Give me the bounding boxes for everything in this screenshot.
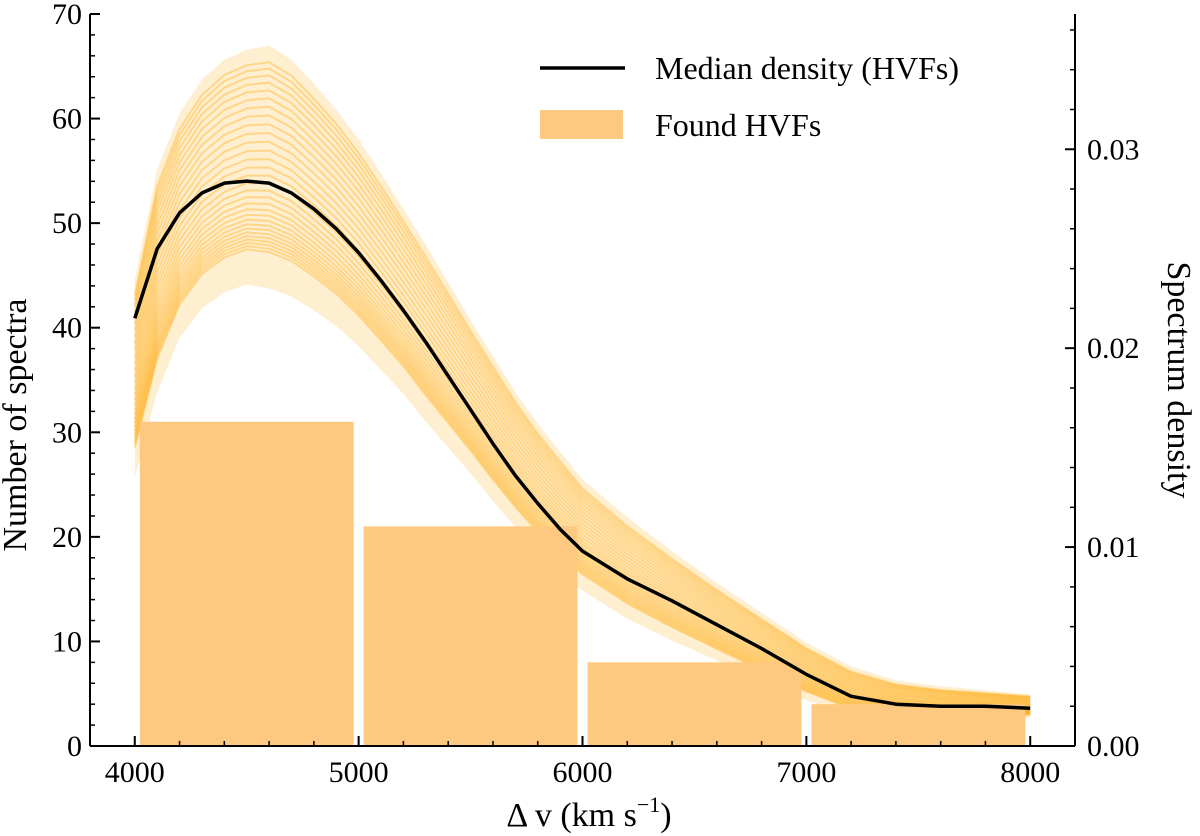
bootstrap-sample-line bbox=[133, 61, 1031, 698]
y2-tick-label: 0.02 bbox=[1087, 332, 1140, 365]
median-density-line bbox=[133, 179, 1031, 710]
bootstrap-sample-line bbox=[133, 202, 1031, 711]
x-tick-label: 7000 bbox=[776, 756, 836, 789]
bootstrap-sample-line bbox=[133, 235, 1031, 715]
bootstrap-sample-line bbox=[133, 218, 1031, 712]
y2-axis-title: Spectrum density bbox=[1160, 261, 1197, 498]
bootstrap-sample-line bbox=[133, 123, 1031, 704]
y-tick-label: 10 bbox=[52, 625, 82, 658]
y-tick-label: 40 bbox=[52, 312, 82, 345]
y2-tick-label: 0.00 bbox=[1087, 730, 1140, 763]
x-axis-title: Δ v (km s−1) bbox=[506, 792, 671, 834]
bootstrap-sample-line bbox=[133, 248, 1031, 718]
bootstrap-sample-line bbox=[133, 238, 1031, 716]
legend-hist-swatch bbox=[540, 110, 623, 139]
x-tick-label: 4000 bbox=[105, 756, 165, 789]
y-tick-label: 50 bbox=[52, 207, 82, 240]
x-axis-title-main: Δ v (km s bbox=[506, 797, 637, 834]
y2-tick-label: 0.01 bbox=[1087, 531, 1140, 564]
bootstrap-sample-line bbox=[133, 196, 1031, 710]
y-tick-label: 20 bbox=[52, 521, 82, 554]
x-axis-title-close: ) bbox=[660, 797, 671, 834]
y-tick-label: 70 bbox=[52, 0, 82, 31]
legend-median-label: Median density (HVFs) bbox=[655, 50, 959, 86]
bootstrap-sample-line bbox=[133, 166, 1031, 707]
x-tick-label: 6000 bbox=[553, 756, 613, 789]
y-tick-label: 30 bbox=[52, 416, 82, 449]
bootstrap-sample-line bbox=[133, 89, 1031, 701]
y-tick-label: 0 bbox=[67, 730, 82, 763]
y-axis-title: Number of spectra bbox=[0, 298, 34, 551]
x-tick-label: 8000 bbox=[1000, 756, 1060, 789]
bootstrap-sample-line bbox=[133, 245, 1031, 718]
legend-hist-label: Found HVFs bbox=[655, 107, 821, 143]
bootstrap-sample-line bbox=[133, 74, 1031, 699]
bootstrap-sample-line bbox=[133, 231, 1031, 715]
bootstrap-sample-line bbox=[133, 149, 1031, 706]
bootstrap-sample-line bbox=[133, 67, 1031, 698]
y-tick-label: 60 bbox=[52, 103, 82, 136]
histogram-bar bbox=[587, 662, 802, 746]
bootstrap-sample-line bbox=[133, 105, 1031, 702]
bootstrap-sample-line bbox=[133, 114, 1031, 703]
ticks: 0 10 20 30 40 50 60 70 4000 5000 6000 7000 8000 0.00 0… bbox=[52, 0, 1140, 789]
legend: Median density (HVFs) Found HVFs bbox=[540, 50, 959, 143]
x-tick-label: 5000 bbox=[329, 756, 389, 789]
bootstrap-sample-line bbox=[133, 213, 1031, 712]
bootstrap-sample-line bbox=[133, 140, 1031, 705]
y2-tick-label: 0.03 bbox=[1087, 133, 1140, 166]
bootstrap-sample-line bbox=[133, 174, 1031, 708]
bootstrap-sample-line bbox=[133, 241, 1031, 717]
x-axis-title-sup: −1 bbox=[637, 792, 660, 817]
histogram-bars bbox=[139, 421, 1026, 746]
histogram-bar bbox=[811, 704, 1026, 746]
bootstrap-envelope bbox=[134, 45, 1031, 723]
bootstrap-sample-line bbox=[133, 158, 1031, 707]
bootstrap-sample-line bbox=[133, 227, 1031, 714]
bootstrap-sample-line bbox=[133, 131, 1031, 704]
bootstrap-sample-line bbox=[133, 81, 1031, 700]
bootstrap-sample-line bbox=[133, 97, 1031, 701]
bootstrap-sample-line bbox=[133, 223, 1031, 713]
bootstrap-sample-line bbox=[133, 208, 1031, 711]
histogram-bar bbox=[363, 526, 578, 746]
histogram-bar bbox=[139, 421, 354, 746]
median-curve-layer bbox=[133, 179, 1031, 710]
